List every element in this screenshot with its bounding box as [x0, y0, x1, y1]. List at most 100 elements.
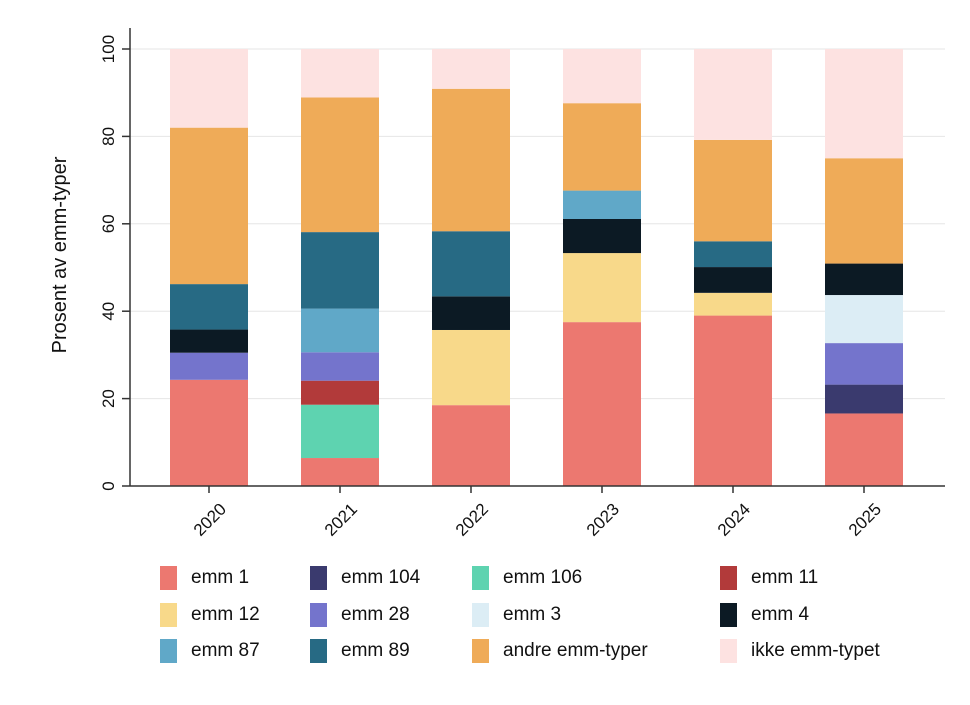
bar-group-2021: [301, 49, 379, 486]
bar-2020-ikke-emm-typet: [170, 49, 248, 128]
bar-2020-emm-89: [170, 284, 248, 330]
bar-2023-andre-emm-typer: [563, 103, 641, 191]
legend-swatch: [310, 566, 327, 590]
bar-group-2024: [694, 49, 772, 486]
legend-swatch: [472, 603, 489, 627]
axes: [122, 28, 945, 493]
bar-2024-emm-89: [694, 241, 772, 268]
gridlines: [130, 48, 945, 400]
legend-item-emm-11: emm 11: [720, 566, 818, 590]
legend-swatch: [160, 566, 177, 590]
bar-group-2025: [825, 49, 903, 486]
bar-2025-emm-4: [825, 263, 903, 296]
legend-swatch: [720, 566, 737, 590]
x-tick-label-2020: 2020: [190, 500, 230, 540]
legend-item-emm-28: emm 28: [310, 603, 410, 627]
bar-2025-emm-28: [825, 343, 903, 385]
bar-2023-emm-1: [563, 322, 641, 486]
bar-2023-ikke-emm-typet: [563, 49, 641, 104]
legend-label: emm 1: [191, 567, 250, 588]
bar-group-2023: [563, 49, 641, 486]
x-tick-label-2022: 2022: [452, 500, 492, 540]
y-tick-label-60: 60: [99, 214, 118, 233]
y-tick-labels: 0 20 40 60 80 100: [99, 35, 118, 491]
bar-2024-ikke-emm-typet: [694, 49, 772, 140]
legend-label: emm 3: [503, 604, 562, 625]
bar-2022-emm-12: [432, 329, 510, 406]
bar-2021-andre-emm-typer: [301, 97, 379, 233]
legend-item-emm-89: emm 89: [310, 639, 410, 663]
bar-2024-andre-emm-typer: [694, 139, 772, 242]
bar-2023-emm-4: [563, 218, 641, 254]
bar-group-2020: [170, 49, 248, 486]
bar-2020-emm-4: [170, 329, 248, 353]
legend-label: emm 12: [191, 604, 260, 625]
bar-2025-emm-1: [825, 413, 903, 486]
y-tick-label-100: 100: [99, 35, 118, 63]
bar-2020-andre-emm-typer: [170, 127, 248, 285]
legend-item-emm-106: emm 106: [472, 566, 582, 590]
bar-2022-ikke-emm-typet: [432, 49, 510, 89]
y-tick-label-40: 40: [99, 302, 118, 321]
legend-label: emm 11: [751, 567, 819, 588]
bar-2023-emm-12: [563, 253, 641, 323]
y-tick-label-20: 20: [99, 389, 118, 408]
legend-item-emm-1: emm 1: [160, 566, 249, 590]
x-tick-label-2025: 2025: [845, 500, 885, 540]
legend-swatch: [310, 603, 327, 627]
bars: [170, 49, 903, 486]
bar-2024-emm-4: [694, 267, 772, 293]
legend-label: emm 87: [191, 640, 260, 661]
bar-2022-andre-emm-typer: [432, 88, 510, 232]
legend-swatch: [310, 639, 327, 663]
stacked-bar-chart: 0 20 40 60 80 100 2020 2021 2022 2023 2024 2025 Pr…: [49, 28, 945, 540]
bar-2020-emm-28: [170, 352, 248, 380]
legend-swatch: [472, 566, 489, 590]
bar-2022-emm-1: [432, 405, 510, 486]
legend-label: emm 106: [503, 567, 583, 588]
bar-2025-emm-104: [825, 384, 903, 414]
bar-2021-emm-1: [301, 458, 379, 486]
x-tick-label-2024: 2024: [714, 500, 754, 540]
bar-2025-andre-emm-typer: [825, 158, 903, 264]
bar-2024-emm-12: [694, 292, 772, 316]
bar-2022-emm-89: [432, 231, 510, 297]
bar-2021-emm-106: [301, 404, 379, 459]
legend-swatch: [160, 639, 177, 663]
legend-swatch: [720, 603, 737, 627]
legend-item-andre-emm-typer: andre emm-typer: [472, 639, 648, 663]
bar-2021-ikke-emm-typet: [301, 49, 379, 98]
bar-2022-emm-4: [432, 296, 510, 330]
legend-label: emm 28: [341, 604, 410, 625]
bar-2021-emm-11: [301, 380, 379, 405]
legend-item-ikke-emm-typet: ikke emm-typet: [720, 639, 880, 663]
x-tick-labels: 2020 2021 2022 2023 2024 2025: [190, 500, 885, 540]
bar-group-2022: [432, 49, 510, 486]
y-tick-label-0: 0: [99, 481, 118, 490]
bar-2021-emm-87: [301, 308, 379, 353]
legend-label: andre emm-typer: [503, 640, 648, 661]
legend-swatch: [720, 639, 737, 663]
bar-2024-emm-1: [694, 315, 772, 486]
y-axis-title: Prosent av emm-typer: [49, 156, 71, 353]
bar-2021-emm-28: [301, 352, 379, 381]
legend-label: emm 104: [341, 567, 421, 588]
x-tick-label-2021: 2021: [321, 500, 361, 540]
legend-item-emm-3: emm 3: [472, 603, 561, 627]
bar-2023-emm-87: [563, 190, 641, 219]
bar-2025-ikke-emm-typet: [825, 49, 903, 159]
legend-item-emm-4: emm 4: [720, 603, 809, 627]
bar-2021-emm-89: [301, 232, 379, 309]
legend-swatch: [160, 603, 177, 627]
legend-label: ikke emm-typet: [751, 640, 880, 661]
legend-item-emm-104: emm 104: [310, 566, 420, 590]
legend-label: emm 89: [341, 640, 410, 661]
legend-label: emm 4: [751, 604, 810, 625]
y-tick-label-80: 80: [99, 127, 118, 146]
x-tick-label-2023: 2023: [583, 500, 623, 540]
legend-item-emm-87: emm 87: [160, 639, 260, 663]
bar-2025-emm-3: [825, 295, 903, 344]
legend-item-emm-12: emm 12: [160, 603, 260, 627]
legend-swatch: [472, 639, 489, 663]
bar-2020-emm-1: [170, 379, 248, 486]
